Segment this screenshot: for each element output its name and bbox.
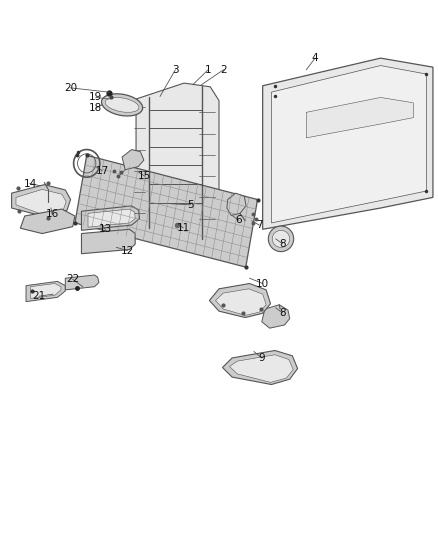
Polygon shape	[65, 275, 99, 290]
Text: 20: 20	[64, 83, 77, 93]
Text: 1: 1	[205, 65, 212, 75]
Text: 2: 2	[220, 65, 227, 75]
Polygon shape	[209, 284, 271, 318]
Text: 3: 3	[172, 65, 179, 75]
Polygon shape	[12, 184, 71, 216]
Text: 9: 9	[258, 353, 265, 363]
Text: 4: 4	[312, 53, 318, 63]
Text: 8: 8	[279, 308, 286, 318]
Text: 19: 19	[89, 92, 102, 102]
Text: 16: 16	[46, 209, 59, 220]
Polygon shape	[26, 281, 65, 302]
Polygon shape	[88, 209, 135, 227]
Polygon shape	[40, 201, 57, 219]
Polygon shape	[20, 209, 75, 233]
Ellipse shape	[102, 94, 143, 116]
Text: 15: 15	[138, 171, 152, 181]
Polygon shape	[230, 355, 293, 382]
Text: 13: 13	[99, 224, 112, 235]
Text: 22: 22	[66, 274, 79, 284]
Ellipse shape	[112, 232, 125, 246]
Text: 11: 11	[177, 223, 190, 233]
Polygon shape	[223, 351, 297, 384]
Polygon shape	[136, 83, 219, 244]
Polygon shape	[81, 206, 140, 230]
Text: 18: 18	[89, 103, 102, 113]
Polygon shape	[30, 284, 61, 298]
Polygon shape	[272, 66, 426, 223]
Polygon shape	[262, 305, 290, 328]
Text: 5: 5	[187, 200, 194, 210]
Text: 7: 7	[256, 220, 262, 230]
Text: 8: 8	[279, 239, 286, 248]
Ellipse shape	[88, 233, 107, 250]
Polygon shape	[227, 193, 246, 215]
Text: 10: 10	[256, 279, 269, 288]
Ellipse shape	[268, 226, 293, 252]
Ellipse shape	[272, 230, 290, 247]
Polygon shape	[16, 189, 66, 214]
Ellipse shape	[105, 98, 139, 112]
Text: 17: 17	[95, 166, 109, 176]
Text: 14: 14	[23, 179, 36, 189]
Text: 6: 6	[235, 215, 242, 225]
Polygon shape	[215, 289, 266, 316]
Polygon shape	[263, 58, 433, 229]
Polygon shape	[75, 155, 258, 267]
Text: 12: 12	[121, 246, 134, 255]
Polygon shape	[122, 150, 144, 169]
Polygon shape	[306, 98, 413, 138]
Polygon shape	[81, 229, 135, 254]
Text: 21: 21	[32, 291, 46, 301]
